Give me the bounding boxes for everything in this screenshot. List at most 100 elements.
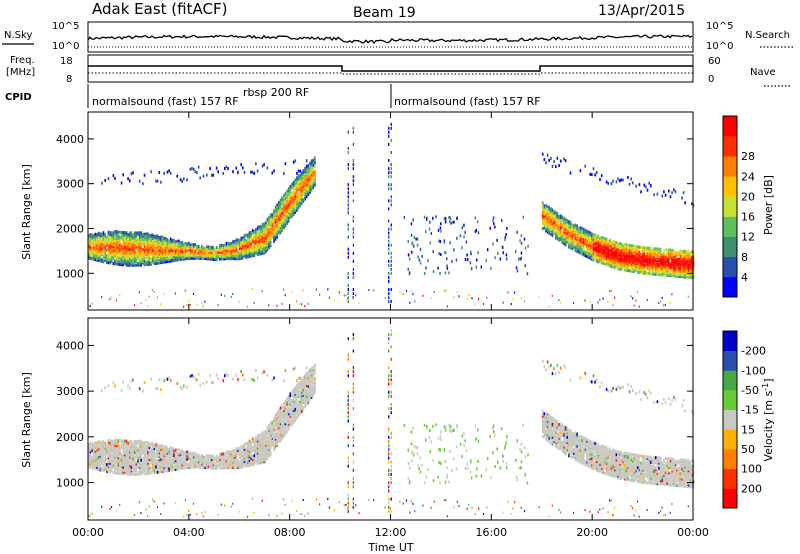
velocity-echo-cell bbox=[230, 457, 233, 461]
power-noise-cell bbox=[160, 303, 162, 306]
power-echo-cell bbox=[592, 258, 595, 262]
velocity-echo-cell bbox=[135, 453, 138, 457]
power-echo-cell bbox=[628, 264, 631, 268]
velocity-echo-cell bbox=[129, 441, 131, 445]
power-echo-cell bbox=[550, 219, 552, 223]
power-midday-cell bbox=[504, 238, 506, 242]
velocity-echo-cell bbox=[147, 458, 149, 462]
power-echo-cell bbox=[610, 249, 613, 253]
power-echo-cell bbox=[132, 245, 134, 249]
power-echo-cell bbox=[133, 257, 136, 260]
power-echo-cell bbox=[265, 245, 267, 249]
power-echo-cell bbox=[310, 159, 313, 163]
velocity-echo-cell bbox=[191, 465, 193, 469]
power-noise-cell bbox=[281, 302, 283, 305]
velocity-echo-cell bbox=[112, 453, 115, 457]
power-echo-cell bbox=[656, 264, 659, 268]
power-noise-cell bbox=[302, 289, 304, 292]
power-echo-cell bbox=[677, 274, 680, 278]
power-echo-cell bbox=[250, 232, 252, 236]
power-echo-cell bbox=[546, 218, 549, 222]
power-echo-cell bbox=[301, 185, 303, 189]
power-echo-cell bbox=[181, 256, 183, 260]
power-echo-cell bbox=[189, 250, 192, 254]
power-echo-cell bbox=[89, 234, 92, 238]
velocity-noise-cell bbox=[232, 502, 234, 505]
power-streak-cell bbox=[352, 142, 355, 146]
power-echo-cell bbox=[622, 246, 624, 249]
velocity-echo-cell bbox=[125, 444, 128, 448]
velocity-echo-cell bbox=[129, 445, 131, 448]
velocity-echo-cell bbox=[132, 457, 134, 461]
power-echo-cell bbox=[614, 257, 616, 261]
velocity-echo-cell bbox=[147, 472, 149, 476]
power-echo-cell bbox=[304, 185, 306, 189]
power-echo-cell bbox=[656, 249, 659, 253]
power-echo-cell bbox=[566, 219, 569, 222]
power-echo-cell bbox=[546, 205, 549, 208]
power-echo-cell bbox=[125, 258, 128, 262]
power-echo-cell bbox=[279, 205, 282, 209]
power-echo-cell bbox=[145, 239, 147, 243]
velocity-echo-cell bbox=[94, 460, 97, 464]
velocity-echo-cell bbox=[156, 460, 159, 464]
power-echo-cell bbox=[648, 257, 650, 260]
power-echo-cell bbox=[599, 243, 601, 247]
velocity-echo-cell bbox=[202, 460, 205, 464]
power-echo-cell bbox=[188, 253, 190, 257]
power-echo-cell bbox=[287, 190, 290, 194]
velocity-echo-cell bbox=[127, 472, 129, 476]
power-echo-cell bbox=[283, 218, 285, 222]
power-echo-cell bbox=[284, 215, 287, 219]
power-echo-cell bbox=[94, 258, 97, 262]
power-echo-cell bbox=[614, 240, 616, 244]
power-midday-cell bbox=[474, 216, 477, 220]
power-echo-cell bbox=[143, 251, 146, 255]
velocity-echo-cell bbox=[161, 450, 164, 454]
power-echo-cell bbox=[636, 252, 639, 255]
power-echo-cell bbox=[558, 223, 560, 227]
power-echo-cell bbox=[673, 255, 675, 259]
power-echo-cell bbox=[641, 258, 644, 261]
velocity-echo-cell bbox=[127, 460, 129, 464]
power-echo-cell bbox=[591, 245, 593, 249]
power-echo-cell bbox=[582, 241, 585, 245]
power-echo-cell bbox=[265, 236, 267, 240]
velocity-echo-cell bbox=[117, 466, 120, 470]
power-echo-cell bbox=[166, 255, 169, 258]
power-echo-cell bbox=[102, 234, 105, 238]
power-echo-cell bbox=[543, 216, 546, 220]
power-echo-cell bbox=[684, 255, 686, 259]
power-echo-cell bbox=[548, 219, 550, 223]
power-echo-cell bbox=[600, 261, 603, 265]
power-echo-cell bbox=[612, 245, 614, 249]
power-echo-cell bbox=[566, 229, 569, 233]
power-echo-cell bbox=[289, 186, 292, 190]
power-echo-cell bbox=[630, 267, 632, 271]
velocity-echo-cell bbox=[96, 450, 98, 454]
velocity-echo-cell bbox=[125, 453, 128, 457]
power-echo-cell bbox=[623, 246, 626, 250]
power-echo-cell bbox=[120, 249, 123, 253]
power-echo-cell bbox=[99, 249, 102, 253]
velocity-echo-cell bbox=[158, 456, 161, 460]
power-echo-cell bbox=[271, 219, 274, 223]
velocity-echo-cell bbox=[114, 452, 116, 456]
power-echo-cell bbox=[614, 250, 616, 254]
power-echo-cell bbox=[307, 187, 310, 191]
velocity-echo-cell bbox=[222, 455, 224, 459]
power-echo-cell bbox=[140, 236, 142, 240]
power-echo-cell bbox=[91, 240, 93, 244]
velocity-echo-cell bbox=[122, 441, 124, 445]
power-echo-cell bbox=[212, 247, 215, 251]
velocity-echo-cell bbox=[161, 466, 164, 470]
velocity-echo-cell bbox=[104, 466, 106, 470]
power-echo-cell bbox=[260, 248, 262, 252]
power-echo-cell bbox=[269, 223, 272, 227]
power-echo-cell bbox=[107, 239, 110, 243]
power-noise-cell bbox=[148, 295, 150, 298]
power-midday-cell bbox=[456, 217, 458, 220]
power-echo-cell bbox=[273, 229, 275, 233]
power-echo-cell bbox=[233, 247, 236, 250]
power-midday-cell bbox=[427, 259, 429, 263]
